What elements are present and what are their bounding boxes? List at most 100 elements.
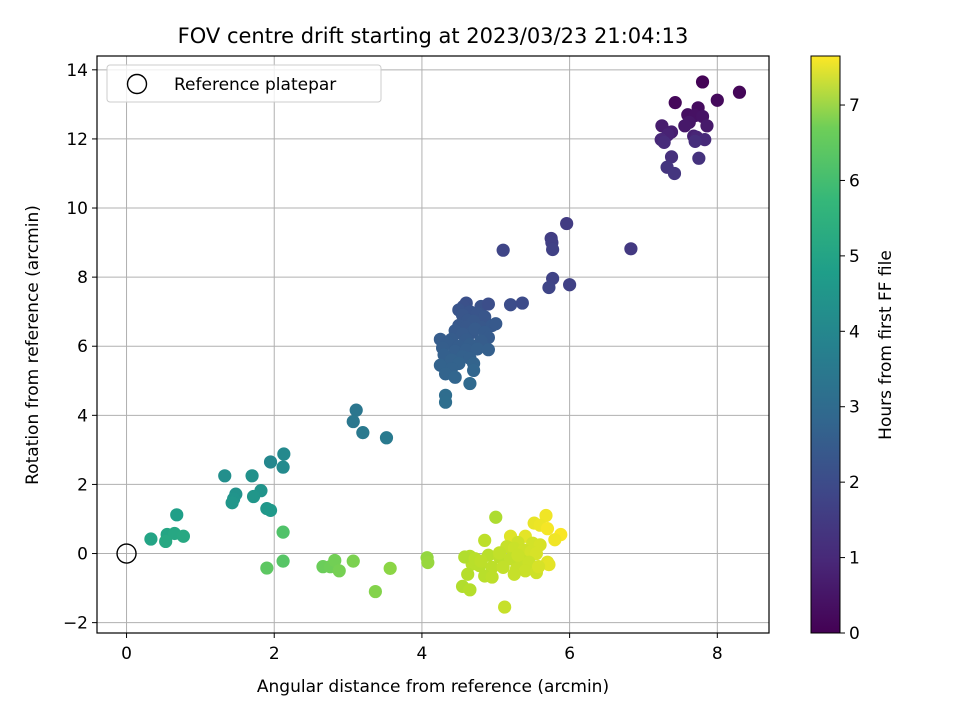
x-tick-label: 8 xyxy=(712,644,723,664)
legend-marker-icon xyxy=(126,73,148,95)
data-point xyxy=(481,343,495,357)
data-point xyxy=(346,554,360,568)
data-point xyxy=(159,534,173,549)
y-tick-label: 0 xyxy=(77,545,88,565)
data-point xyxy=(478,310,492,324)
data-point xyxy=(478,533,492,548)
data-point xyxy=(667,166,682,181)
data-point xyxy=(263,503,278,517)
x-tick-label: 4 xyxy=(417,644,428,664)
data-point xyxy=(678,119,692,133)
data-point xyxy=(276,525,290,539)
data-point xyxy=(529,546,543,561)
data-point xyxy=(546,242,560,257)
data-point xyxy=(700,119,714,133)
colorbar-tick-label: 0 xyxy=(849,624,860,644)
data-point xyxy=(668,96,682,110)
data-point xyxy=(664,150,679,164)
data-point xyxy=(489,510,503,524)
y-tick-label: 4 xyxy=(77,406,88,426)
data-point xyxy=(489,317,503,331)
legend: Reference platepar xyxy=(106,64,382,103)
colorbar-tick-label: 4 xyxy=(849,322,860,342)
data-point xyxy=(657,135,671,149)
plot-frame xyxy=(96,55,770,634)
y-tick-label: 14 xyxy=(66,61,88,81)
data-point xyxy=(732,85,747,99)
y-tick-label: 10 xyxy=(66,199,88,219)
legend-label: Reference platepar xyxy=(174,75,336,95)
data-point xyxy=(560,216,574,231)
data-point xyxy=(438,395,453,409)
data-point xyxy=(498,600,512,614)
data-point xyxy=(540,522,555,536)
data-point xyxy=(492,546,507,560)
y-tick-label: 2 xyxy=(77,475,88,495)
data-point xyxy=(710,93,724,107)
data-point xyxy=(463,376,477,391)
data-point xyxy=(328,553,342,568)
x-tick-label: 0 xyxy=(121,644,132,664)
data-point xyxy=(332,564,346,578)
data-point xyxy=(144,532,158,546)
data-point xyxy=(246,489,261,504)
data-point xyxy=(346,414,360,429)
data-point xyxy=(383,561,397,575)
data-point xyxy=(624,242,638,256)
scatter-points xyxy=(116,75,747,614)
data-point xyxy=(277,447,291,461)
colorbar-ticks: 0 1 2 3 4 5 6 7 xyxy=(840,96,860,644)
data-point xyxy=(548,533,562,547)
colorbar-tick-label: 3 xyxy=(849,398,860,418)
data-point xyxy=(276,460,290,474)
y-tick-label: −2 xyxy=(63,614,88,634)
data-point xyxy=(356,426,370,440)
colorbar-gradient xyxy=(810,55,841,634)
data-point xyxy=(485,570,499,584)
data-point xyxy=(458,550,472,564)
data-point xyxy=(532,560,546,574)
x-tick-label: 6 xyxy=(564,644,575,664)
colorbar-tick-label: 2 xyxy=(849,473,860,493)
data-point xyxy=(467,363,481,378)
data-point xyxy=(496,560,510,574)
y-axis-label: Rotation from reference (arcmin) xyxy=(23,205,43,485)
legend-box xyxy=(106,64,382,103)
y-axis-ticks: −2 0 2 4 6 8 10 12 14 xyxy=(63,61,97,634)
reference-point xyxy=(116,543,137,564)
data-point xyxy=(470,342,484,356)
grid-lines xyxy=(97,56,769,633)
chart-title: FOV centre drift starting at 2023/03/23 … xyxy=(178,24,689,48)
data-point xyxy=(263,455,278,469)
data-point xyxy=(170,508,184,522)
data-point xyxy=(349,403,363,417)
data-point xyxy=(260,561,274,575)
colorbar-tick-label: 1 xyxy=(849,549,860,569)
data-point xyxy=(481,297,495,311)
data-point xyxy=(563,278,577,292)
data-point xyxy=(276,554,290,568)
data-point xyxy=(421,555,435,570)
data-point xyxy=(448,370,462,384)
data-point xyxy=(688,134,702,148)
data-point xyxy=(695,75,710,89)
data-point xyxy=(692,151,706,165)
data-point xyxy=(507,567,521,581)
colorbar-label: Hours from first FF file xyxy=(876,250,896,440)
x-axis-ticks: 0 2 4 6 8 xyxy=(121,633,723,664)
y-tick-label: 12 xyxy=(66,130,88,150)
data-point xyxy=(463,583,477,597)
plot-area xyxy=(97,56,769,633)
x-axis-label: Angular distance from reference (arcmin) xyxy=(257,677,609,697)
colorbar: 0 1 2 3 4 5 6 7 Hours from first FF file xyxy=(810,55,896,644)
data-point xyxy=(474,554,488,568)
data-point xyxy=(379,431,394,445)
y-tick-label: 6 xyxy=(77,337,88,357)
data-point xyxy=(542,557,556,572)
colorbar-tick-label: 6 xyxy=(849,171,860,191)
data-point xyxy=(225,496,239,510)
data-point xyxy=(245,469,259,483)
data-point xyxy=(542,280,556,295)
data-point xyxy=(511,548,525,562)
